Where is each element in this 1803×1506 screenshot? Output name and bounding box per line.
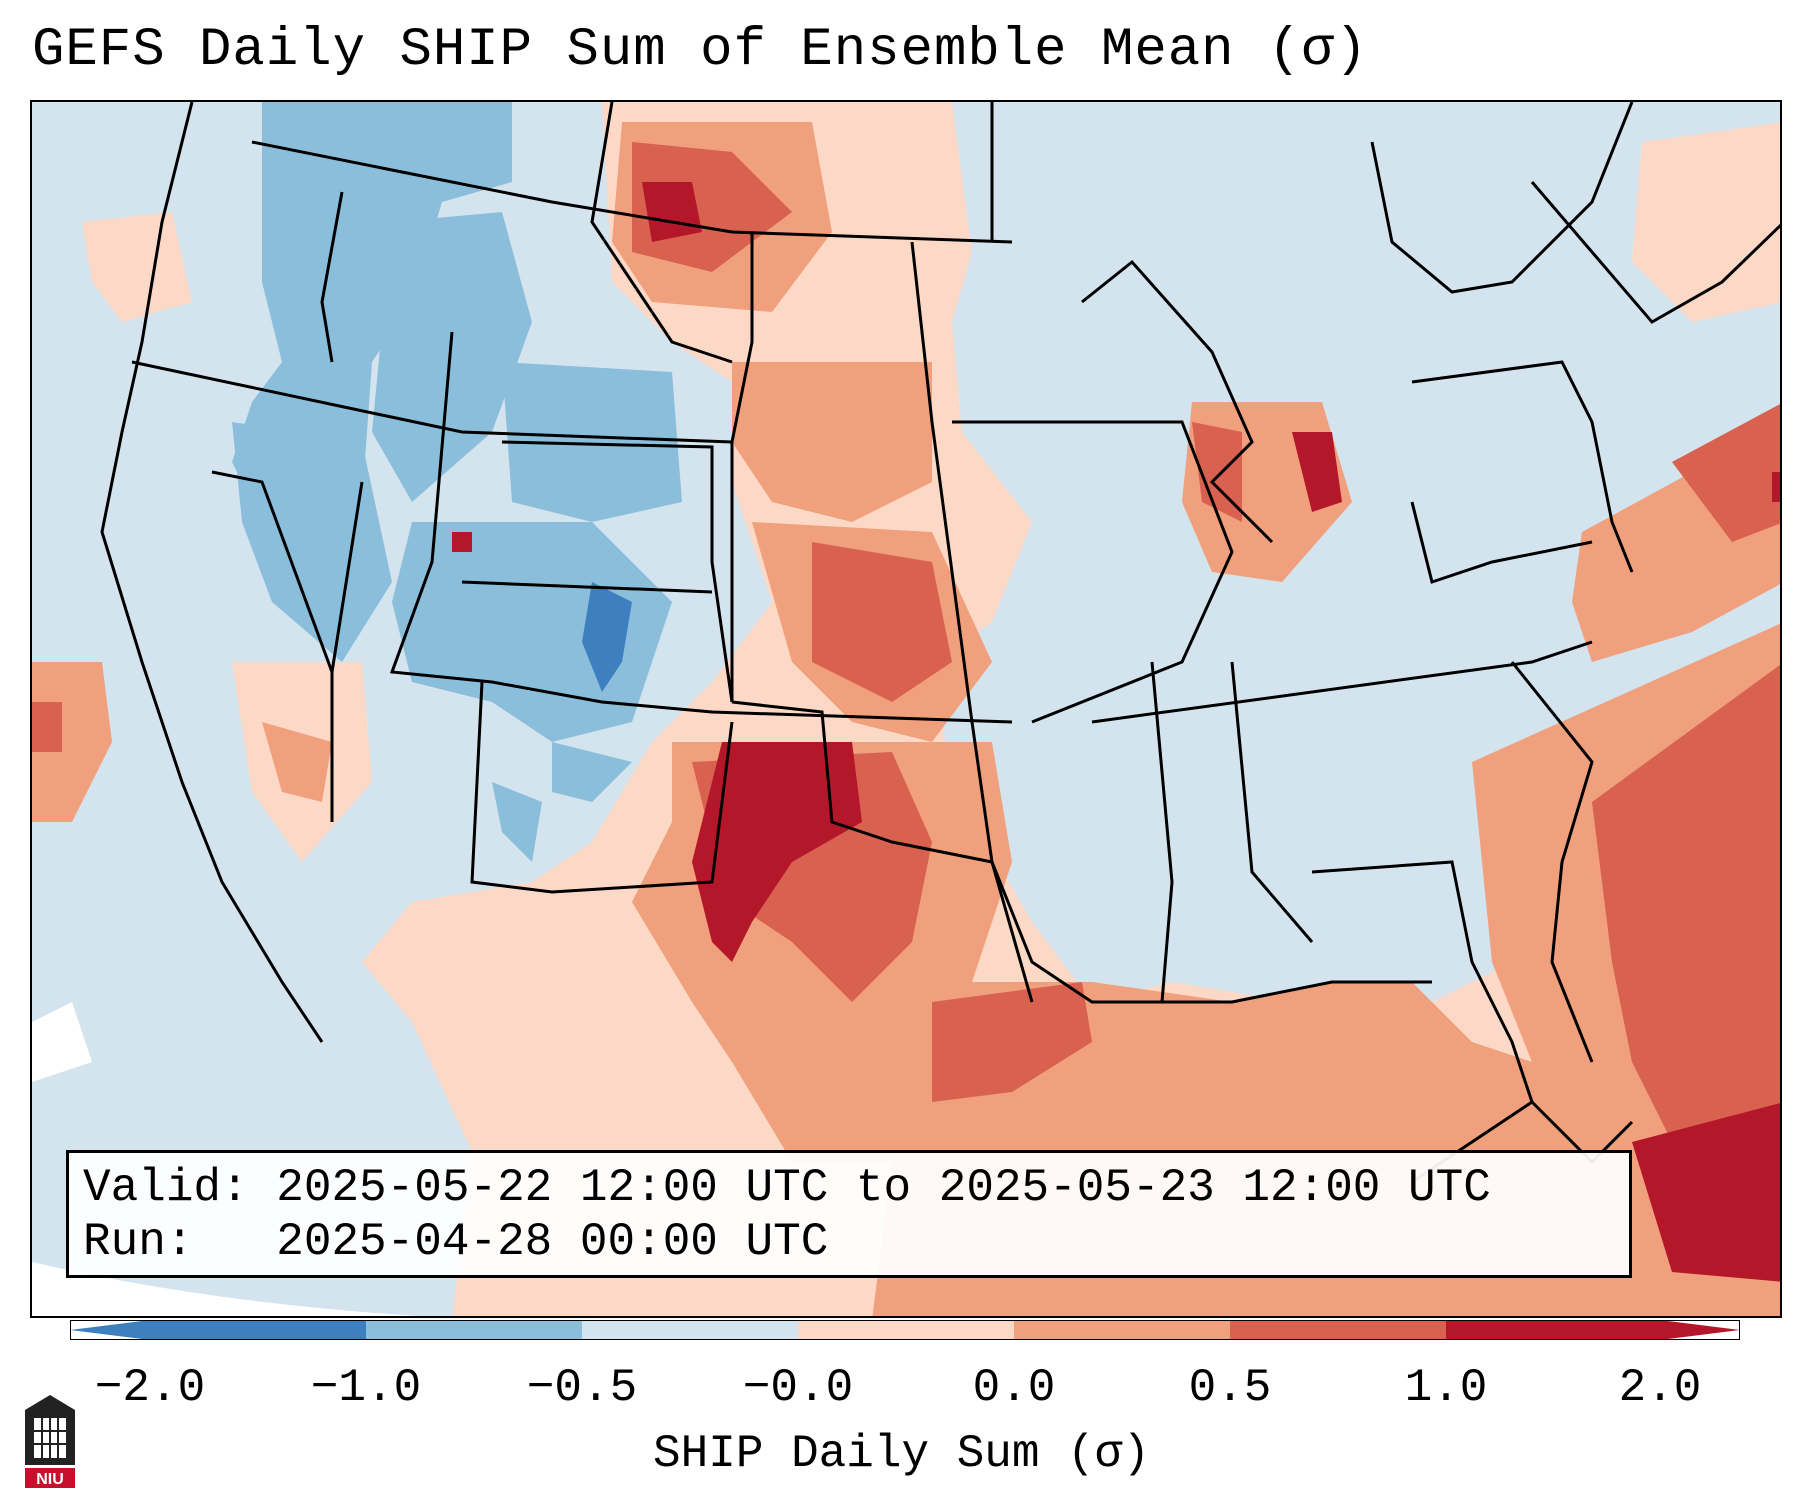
niu-logo-text: NIU [36,1471,64,1488]
map-title: GEFS Daily SHIP Sum of Ensemble Mean (σ) [32,20,1369,81]
colorbar-tick-label: 2.0 [1618,1362,1702,1414]
colorbar-tick-label: −2.0 [94,1362,206,1414]
positive-anomaly-areas [32,102,1780,1316]
colorbar-extend-high [1660,1320,1740,1340]
shaded-map [32,102,1780,1316]
run-line: Run: 2025-04-28 00:00 UTC [83,1216,829,1268]
niu-logo-icon: NIU [25,1395,75,1488]
map-panel [30,100,1782,1318]
negative-anomaly-areas [232,102,682,862]
colorbar-segment [150,1320,366,1340]
colorbar [70,1320,1740,1340]
colorbar-segment [1230,1320,1446,1340]
validity-info-box: Valid: 2025-05-22 12:00 UTC to 2025-05-2… [66,1150,1632,1278]
colorbar-tick-label: −0.5 [526,1362,638,1414]
white-patch [32,1002,92,1082]
state-boundaries [100,102,1780,1184]
colorbar-segment [1446,1320,1660,1340]
valid-line: Valid: 2025-05-22 12:00 UTC to 2025-05-2… [83,1162,1491,1214]
colorbar-segment [1014,1320,1230,1340]
colorbar-segment [366,1320,582,1340]
colorbar-tick-label: −0.0 [742,1362,854,1414]
colorbar-segment [582,1320,798,1340]
colorbar-tick-label: 0.0 [972,1362,1056,1414]
colorbar-tick-label: 0.5 [1188,1362,1272,1414]
colorbar-extend-low [70,1320,150,1340]
colorbar-label: SHIP Daily Sum (σ) [653,1428,1150,1480]
colorbar-tick-label: −1.0 [310,1362,422,1414]
colorbar-segment [798,1320,1014,1340]
map-edge-mask [32,1262,421,1316]
colorbar-tick-label: 1.0 [1404,1362,1488,1414]
colorbar-outline [70,1320,1740,1340]
